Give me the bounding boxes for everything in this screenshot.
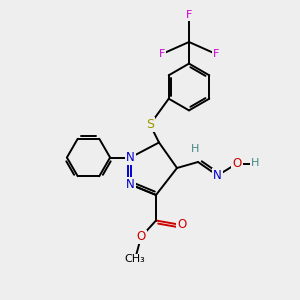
Text: N: N xyxy=(213,169,222,182)
Text: CH₃: CH₃ xyxy=(124,254,146,265)
Text: F: F xyxy=(213,49,219,59)
Text: S: S xyxy=(146,118,154,131)
Text: O: O xyxy=(232,157,242,170)
Text: H: H xyxy=(191,143,199,154)
Text: F: F xyxy=(186,10,192,20)
Text: H: H xyxy=(251,158,259,169)
Text: O: O xyxy=(177,218,186,232)
Text: O: O xyxy=(136,230,146,244)
Text: N: N xyxy=(126,178,135,191)
Text: N: N xyxy=(126,151,135,164)
Text: F: F xyxy=(159,49,165,59)
